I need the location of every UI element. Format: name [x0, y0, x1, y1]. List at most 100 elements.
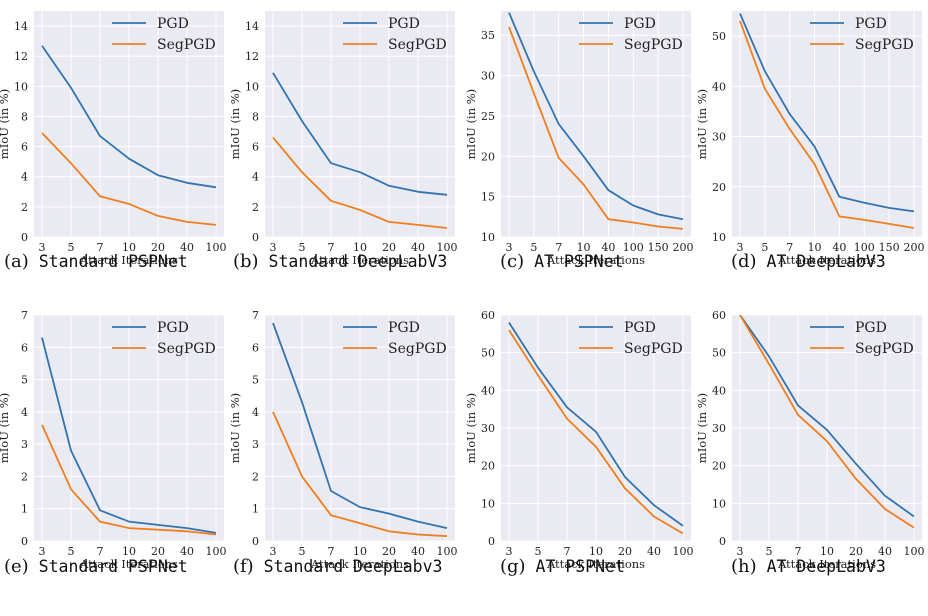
y-tick-label: 10	[712, 497, 726, 510]
y-tick-label: 8	[252, 110, 259, 123]
y-tick-label: 30	[481, 422, 495, 435]
subfigure-caption: (f) Standard DeepLabv3	[233, 556, 442, 577]
series-line-segpgd	[272, 137, 448, 229]
y-tick-label: 20	[712, 181, 726, 194]
y-axis-label: mIoU (in %)	[0, 393, 11, 463]
y-tick-label: 50	[712, 30, 726, 43]
x-tick-label: 100	[904, 545, 925, 558]
caption-label: (g)	[500, 556, 526, 577]
y-tick-label: 2	[252, 470, 259, 483]
series-line-pgd	[508, 322, 684, 527]
subfigure-caption: (e) Standard PSPNet	[4, 556, 188, 577]
plot-area	[732, 315, 922, 541]
y-tick-label: 3	[252, 438, 259, 451]
y-tick-label: 0	[252, 231, 259, 244]
y-tick-label: 6	[21, 141, 28, 154]
series-line-pgd	[272, 322, 448, 529]
y-axis-label: mIoU (in %)	[0, 89, 11, 159]
series-line-segpgd	[272, 411, 448, 538]
caption-text: AT DeepLabV3	[756, 252, 886, 271]
y-tick-label: 10	[14, 80, 28, 93]
legend-label: PGD	[388, 320, 420, 336]
legend-label: SegPGD	[388, 341, 447, 357]
y-tick-label: 14	[14, 20, 28, 33]
x-tick-label: 40	[647, 545, 661, 558]
y-tick-label: 20	[481, 460, 495, 473]
caption-label: (d)	[731, 251, 757, 272]
x-tick-label: 100	[206, 545, 227, 558]
legend-label: SegPGD	[855, 37, 914, 53]
y-tick-label: 12	[245, 50, 259, 63]
y-tick-label: 4	[252, 171, 259, 184]
y-axis-label: mIoU (in %)	[464, 89, 478, 159]
y-tick-label: 5	[21, 374, 28, 387]
y-tick-label: 60	[712, 309, 726, 322]
series-line-pgd	[508, 12, 684, 221]
y-tick-label: 50	[481, 347, 495, 360]
legend-label: PGD	[388, 16, 420, 32]
y-tick-label: 6	[252, 141, 259, 154]
y-axis-label: mIoU (in %)	[228, 89, 242, 159]
caption-label: (b)	[233, 251, 259, 272]
plot-area	[501, 11, 691, 237]
caption-text: Standard PSPNet	[28, 252, 188, 271]
subfigure-caption: (a) Standard PSPNet	[4, 251, 188, 272]
legend-label: SegPGD	[624, 341, 683, 357]
y-axis-label: mIoU (in %)	[695, 89, 709, 159]
x-tick-label: 200	[904, 241, 925, 254]
x-tick-label: 100	[623, 241, 644, 254]
caption-text: AT PSPNet	[525, 557, 625, 576]
y-tick-label: 30	[712, 422, 726, 435]
y-axis-label: mIoU (in %)	[228, 393, 242, 463]
series-line-segpgd	[41, 132, 217, 226]
series-line-segpgd	[739, 20, 915, 229]
y-tick-label: 10	[481, 231, 495, 244]
y-tick-label: 40	[712, 384, 726, 397]
x-tick-label: 200	[673, 241, 694, 254]
y-tick-label: 7	[21, 309, 28, 322]
y-tick-label: 15	[481, 191, 495, 204]
caption-label: (e)	[4, 556, 29, 577]
series-line-segpgd	[508, 26, 684, 230]
y-tick-label: 14	[245, 20, 259, 33]
caption-text: AT PSPNet	[524, 252, 624, 271]
y-tick-label: 7	[252, 309, 259, 322]
y-tick-label: 1	[21, 503, 28, 516]
y-tick-label: 0	[719, 535, 726, 548]
caption-label: (f)	[233, 556, 254, 577]
legend-label: PGD	[157, 320, 189, 336]
y-tick-label: 50	[712, 347, 726, 360]
series-line-segpgd	[41, 424, 217, 536]
plot-area	[265, 11, 455, 237]
series-line-pgd	[739, 13, 915, 213]
y-tick-label: 4	[21, 171, 28, 184]
y-tick-label: 25	[481, 110, 495, 123]
y-tick-label: 1	[252, 503, 259, 516]
y-tick-label: 0	[252, 535, 259, 548]
caption-text: Standard DeepLabV3	[258, 252, 448, 271]
legend-label: SegPGD	[855, 341, 914, 357]
y-tick-label: 10	[245, 80, 259, 93]
legend-label: SegPGD	[624, 37, 683, 53]
caption-text: AT DeepLabV3	[756, 557, 886, 576]
y-tick-label: 8	[21, 110, 28, 123]
y-tick-label: 20	[712, 460, 726, 473]
legend-label: PGD	[855, 16, 887, 32]
y-tick-label: 60	[481, 309, 495, 322]
y-tick-label: 35	[481, 29, 495, 42]
y-tick-label: 30	[481, 70, 495, 83]
series-line-pgd	[41, 337, 217, 534]
y-axis-label: mIoU (in %)	[695, 393, 709, 463]
y-tick-label: 5	[252, 374, 259, 387]
x-tick-label: 100	[673, 545, 694, 558]
y-axis-label: mIoU (in %)	[464, 393, 478, 463]
y-tick-label: 2	[21, 470, 28, 483]
legend-label: PGD	[157, 16, 189, 32]
y-tick-label: 30	[712, 131, 726, 144]
legend-label: SegPGD	[157, 341, 216, 357]
